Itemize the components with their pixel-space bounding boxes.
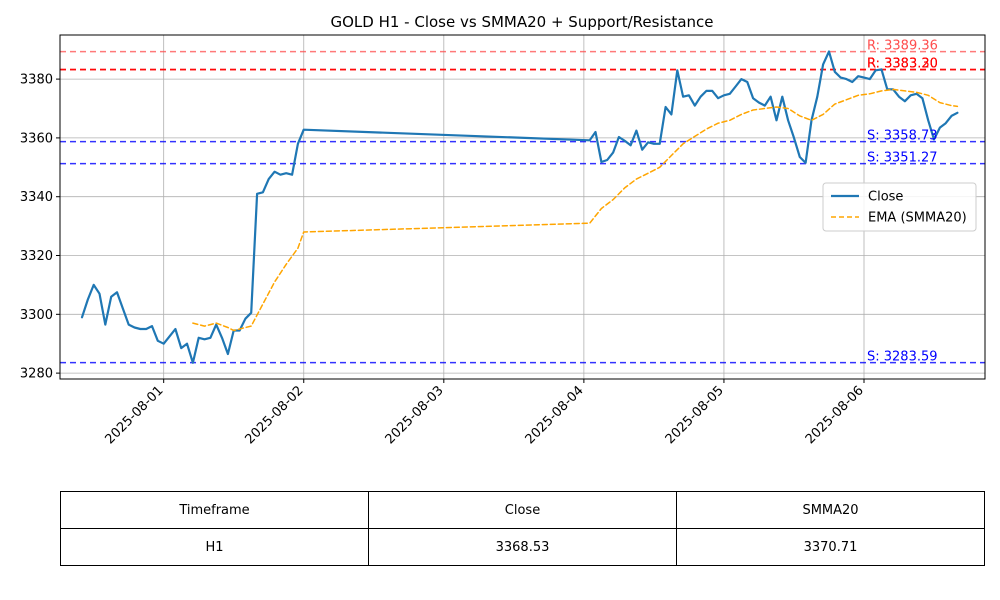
table-cell-smma20: 3370.71	[676, 528, 985, 566]
support-label: S: 3283.59	[867, 350, 938, 365]
x-tick-label: 2025-08-05	[663, 383, 727, 447]
legend-label: EMA (SMMA20)	[868, 211, 967, 226]
y-tick-label: 3340	[20, 190, 53, 205]
smma20-series-line	[192, 88, 959, 332]
x-tick-label: 2025-08-03	[383, 383, 447, 447]
resistance-label: R: 3383.20	[867, 57, 938, 72]
legend-label: Close	[868, 190, 903, 205]
summary-table: Timeframe Close SMMA20 H1 3368.53 3370.7…	[60, 491, 985, 566]
support-label: S: 3358.73	[867, 129, 938, 144]
support-label: S: 3351.27	[867, 151, 938, 166]
resistance-label: R: 3389.36	[867, 39, 938, 54]
x-tick-label: 2025-08-01	[102, 383, 166, 447]
plot-frame	[59, 34, 986, 380]
chart: GOLD H1 - Close vs SMMA20 + Support/Resi…	[20, 13, 986, 448]
table-row: H1 3368.53 3370.71	[60, 528, 985, 566]
y-tick-label: 3320	[20, 249, 53, 264]
axes: 3280 3300 3320 3340 3360 3380 2025-08-01 2025-0…	[20, 73, 867, 448]
y-tick-label: 3280	[20, 367, 53, 382]
resistance-label: R: 3383.30	[867, 56, 938, 71]
y-tick-label: 3380	[20, 73, 53, 88]
table-header-smma20: SMMA20	[676, 491, 985, 529]
table-header-close: Close	[368, 491, 677, 529]
table-cell-close: 3368.53	[368, 528, 677, 566]
table-header-row: Timeframe Close SMMA20	[60, 491, 985, 529]
x-tick-label: 2025-08-02	[243, 383, 307, 447]
y-tick-label: 3360	[20, 131, 53, 146]
chart-title: GOLD H1 - Close vs SMMA20 + Support/Resi…	[330, 13, 713, 31]
close-series-line	[80, 50, 959, 364]
series	[80, 50, 959, 364]
x-tick-label: 2025-08-04	[523, 383, 587, 447]
x-tick-label: 2025-08-06	[803, 383, 867, 447]
support-resistance-levels	[60, 50, 985, 364]
legend-box	[822, 182, 977, 232]
table-header-timeframe: Timeframe	[60, 491, 369, 529]
y-tick-label: 3300	[20, 308, 53, 323]
table-cell-timeframe: H1	[60, 528, 369, 566]
legend: Close EMA (SMMA20)	[822, 182, 977, 232]
level-labels: R: 3389.36 R: 3383.30R: 3383.20 S: 3358.73…	[867, 39, 938, 365]
